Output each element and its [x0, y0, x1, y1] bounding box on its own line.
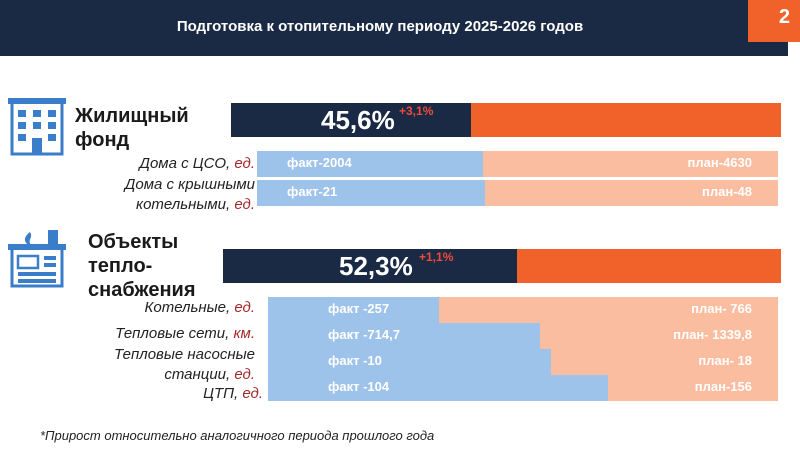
fact-plan-bar: факт -10 план- 18: [268, 349, 778, 375]
fact-plan-bar: факт -257 план- 766: [268, 297, 778, 323]
section-title-heating: Объекты тепло- снабжения: [88, 230, 196, 302]
summary-delta: +3,1%: [399, 104, 434, 118]
fact-label: факт -104: [328, 379, 390, 394]
row-label: Тепловые насосные станции, ед.: [113, 346, 255, 383]
plan-label: план- 18: [698, 353, 752, 368]
summary-done-segment: [231, 103, 471, 137]
page-number: 2: [778, 6, 790, 28]
slide-title: Подготовка к отопительному периоду 2025-…: [176, 18, 584, 35]
section-title-line: Жилищный: [75, 105, 189, 127]
summary-percent: 45,6%: [321, 105, 395, 135]
fact-plan-bar: факт-2004 план-4630: [257, 151, 778, 177]
fact-label: факт -714,7: [328, 327, 400, 342]
plan-segment: [551, 349, 778, 375]
plan-label: план- 1339,8: [673, 327, 752, 342]
summary-remaining-segment: [517, 249, 781, 283]
plan-label: план-48: [702, 184, 752, 199]
heating-summary-bar: 52,3% +1,1%: [223, 249, 781, 283]
footnote: *Прирост относительно аналогичного перио…: [40, 428, 435, 443]
summary-done-segment: [223, 249, 517, 283]
fact-label: факт-2004: [287, 155, 352, 170]
fact-plan-bar: факт -714,7 план- 1339,8: [268, 323, 778, 349]
fact-plan-bar: факт-21 план-48: [257, 180, 778, 206]
fact-label: факт -10: [328, 353, 382, 368]
housing-summary-bar: 45,6% +3,1%: [231, 103, 781, 137]
fact-plan-bar: факт -104 план-156: [268, 375, 778, 401]
plan-label: план-156: [694, 379, 752, 394]
section-title-line: снабжения: [88, 279, 196, 301]
summary-delta: +1,1%: [419, 250, 454, 264]
section-title-line: фонд: [75, 129, 130, 151]
summary-percent: 52,3%: [339, 251, 413, 281]
fact-segment: [257, 180, 485, 206]
apartment-building-icon: [8, 98, 66, 156]
plan-segment: [485, 180, 778, 206]
fact-segment: [268, 375, 608, 401]
row-label: Котельные, ед.: [144, 299, 255, 316]
header-bar: Подготовка к отопительному периоду 2025-…: [0, 0, 788, 56]
plan-segment: [540, 323, 778, 349]
fact-segment: [268, 297, 439, 323]
fact-label: факт-21: [287, 184, 338, 199]
section-title-line: тепло-: [88, 255, 153, 277]
plan-label: план- 766: [691, 301, 752, 316]
plan-segment: [439, 297, 778, 323]
summary-remaining-segment: [471, 103, 781, 137]
plan-segment: [608, 375, 778, 401]
section-title-housing: Жилищный фонд: [75, 104, 189, 152]
plan-segment: [483, 151, 778, 177]
fact-label: факт -257: [328, 301, 390, 316]
plan-label: план-4630: [687, 155, 752, 170]
fact-segment: [257, 151, 483, 177]
row-label: ЦТП, ед.: [203, 385, 263, 402]
row-label: Дома с крышными котельными, ед.: [124, 176, 255, 213]
page-number-badge: 2: [748, 0, 800, 42]
fact-segment: [268, 323, 540, 349]
row-label: Дома с ЦСО, ед.: [139, 155, 255, 172]
section-title-line: Объекты: [88, 231, 179, 253]
fact-segment: [268, 349, 551, 375]
boiler-house-icon: [8, 230, 66, 288]
row-label: Тепловые сети, км.: [115, 325, 255, 342]
